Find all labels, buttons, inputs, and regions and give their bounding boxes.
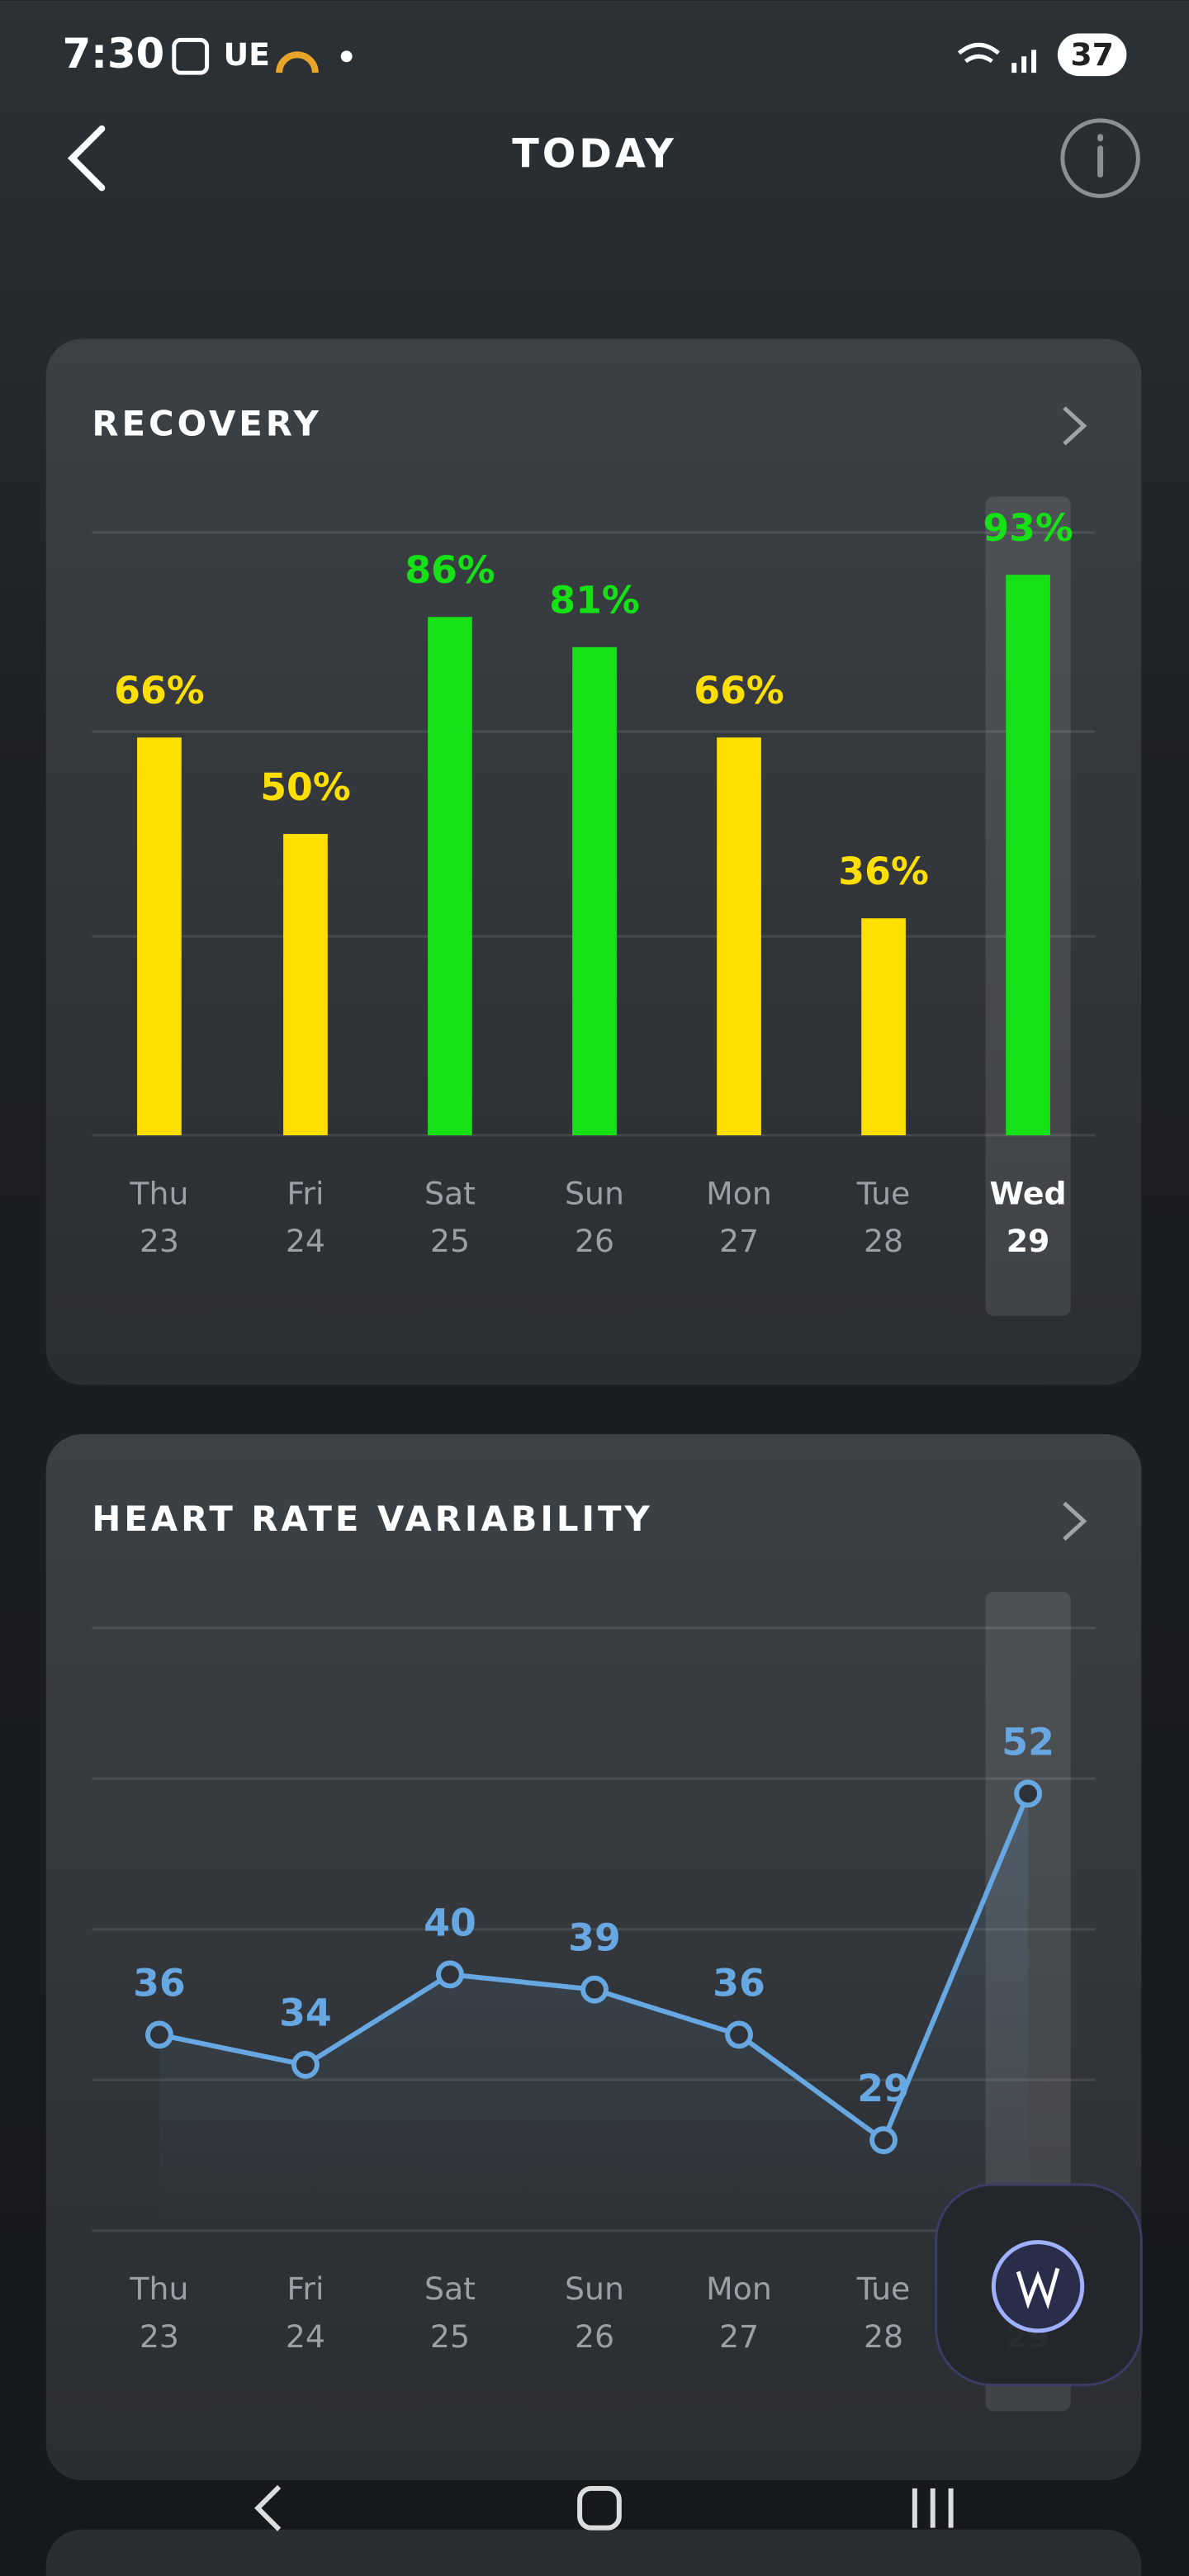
data-label: 52 [1002, 1720, 1054, 1764]
bar [572, 646, 617, 1136]
x-tick-label: Sun 26 [565, 1176, 624, 1261]
x-tick-label: Fri 24 [285, 1176, 325, 1261]
fab-button[interactable] [991, 2240, 1085, 2333]
point [145, 2020, 173, 2049]
fab-circle [991, 2240, 1085, 2333]
card-chevron[interactable] [1063, 406, 1087, 446]
x-tick-label: Sun 26 [565, 2271, 624, 2356]
bar [137, 737, 182, 1136]
data-label: 40 [424, 1901, 476, 1944]
signal-icon [1011, 50, 1037, 73]
x-tick: Wed 29 [989, 1176, 1067, 1261]
x-tick: Thu 23 [130, 1176, 189, 1261]
data-label: 36% [838, 850, 928, 893]
bar [428, 617, 472, 1136]
status-carrier: UE [223, 36, 270, 73]
x-tick-label: Sat 25 [424, 1176, 476, 1261]
x-tick: Sat 25 [424, 1176, 476, 1261]
x-tick-label: Wed 29 [989, 1176, 1067, 1261]
bar [861, 918, 906, 1136]
x-tick: Thu 23 [130, 2271, 189, 2356]
info-circle [1060, 118, 1140, 198]
x-tick: Fri 24 [285, 2271, 325, 2356]
point [436, 1960, 464, 1989]
x-tick: Mon 27 [706, 2271, 772, 2356]
x-tick-label: Tue 28 [856, 2271, 911, 2356]
header-title: TODAY [512, 132, 677, 178]
card-title: HEART RATE VARIABILITY [92, 1499, 652, 1539]
data-label: 39 [568, 1916, 621, 1960]
x-tick-label: Thu 23 [130, 2271, 189, 2356]
nav-home[interactable] [577, 2485, 622, 2531]
data-label: 66% [694, 669, 784, 713]
x-tick-label: Mon 27 [706, 2271, 772, 2356]
x-tick: Tue 28 [856, 2271, 911, 2356]
back-button[interactable] [67, 125, 106, 192]
x-tick-label: Tue 28 [856, 1176, 911, 1261]
x-tick: Tue 28 [856, 1176, 911, 1261]
card-title: RECOVERY [92, 403, 321, 443]
data-label: 93% [983, 506, 1073, 550]
point [725, 2020, 753, 2049]
status-icon [276, 51, 319, 73]
battery-pill [1057, 33, 1127, 77]
x-tick: Fri 24 [285, 1176, 325, 1261]
point [291, 2051, 320, 2079]
data-label: 50% [260, 765, 350, 809]
next-card[interactable] [45, 2529, 1142, 2576]
data-label: 34 [279, 1991, 332, 2035]
nav-recents[interactable] [912, 2488, 954, 2528]
bar [717, 737, 761, 1136]
x-tick-label: Fri 24 [285, 2271, 325, 2356]
status-icon [172, 37, 210, 75]
data-label: 66% [114, 669, 204, 713]
point [580, 1975, 609, 2004]
status-dot [340, 50, 353, 63]
fab-glyph [1016, 2267, 1060, 2310]
point [1014, 1779, 1042, 1808]
point [869, 2126, 898, 2155]
x-tick-label: Thu 23 [130, 1176, 189, 1261]
info-button[interactable] [1060, 118, 1140, 198]
wifi-icon [957, 42, 1000, 64]
x-tick-label: Sat 25 [424, 2271, 476, 2356]
x-tick: Sat 25 [424, 2271, 476, 2356]
status-time: 7:30 [63, 30, 165, 78]
card-chevron[interactable] [1063, 1501, 1087, 1541]
line-area [159, 1793, 1029, 2231]
data-label: 36 [133, 1961, 186, 2005]
bar [1006, 575, 1050, 1136]
data-label: 29 [857, 2067, 910, 2110]
x-tick: Sun 26 [565, 1176, 624, 1261]
x-tick: Sun 26 [565, 2271, 624, 2356]
battery-level: 37 [1070, 36, 1114, 73]
data-label: 81% [549, 579, 639, 623]
nav-back[interactable] [254, 2484, 282, 2531]
data-label: 86% [405, 548, 495, 592]
x-tick: Mon 27 [706, 1176, 772, 1261]
data-label: 36 [713, 1961, 765, 2005]
bar [283, 834, 328, 1136]
x-tick-label: Mon 27 [706, 1176, 772, 1261]
